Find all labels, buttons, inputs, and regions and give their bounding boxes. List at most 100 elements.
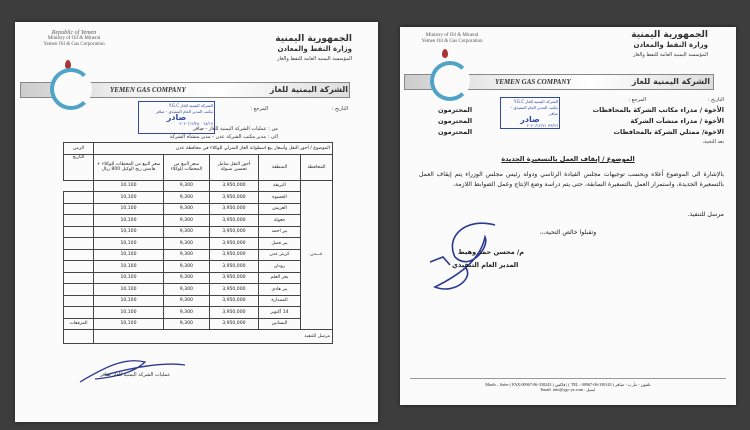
transport-cell: 3,950,000: [208, 237, 260, 250]
ref-label: المرجع :: [628, 97, 646, 103]
ref-label: المرجع :: [250, 106, 268, 112]
governorate-cell: عـــدن: [300, 179, 333, 330]
station-price-cell: 9,300: [163, 237, 210, 250]
area-cell: 14 أكتوبر: [258, 306, 301, 319]
stop-pricing-letter-page: Ministry of Oil & Mineral Yemen Oil & Gas…: [400, 27, 736, 405]
agent-price-cell: 10,100: [93, 179, 164, 192]
agent-price-cell: 10,100: [93, 248, 164, 261]
time-header: الزمن: [63, 142, 94, 155]
agent-price-cell: 10,100: [93, 237, 164, 250]
transport-cell: 3,950,000: [208, 179, 260, 192]
area-cell: البساتين: [258, 317, 301, 330]
company-name-ar: الشركة اليمنية للغاز: [269, 85, 348, 94]
agent-price-cell: 10,100: [93, 214, 164, 227]
station-price-cell: 9,300: [163, 306, 210, 319]
honorifics: المحترمون المحترمون المحترمون: [438, 106, 473, 136]
table-row: بير احمد 3,950,000 9,300 10,100: [63, 225, 333, 238]
table-row: الحسوة 3,950,000 9,300 10,100: [63, 191, 333, 204]
table-row: كريتر عدن 3,950,000 9,300 10,100: [63, 248, 333, 261]
signer-name: م/ محسن حمد وهيط: [458, 248, 525, 256]
letterhead-ar: الجمهورية اليمنية وزارة النفط والمعادن ا…: [275, 34, 352, 62]
transport-cell: 3,950,000: [208, 260, 260, 273]
transport-cell: 3,950,000: [208, 283, 260, 296]
table-row: بحر العلم 3,950,000 9,300 10,100: [63, 271, 333, 284]
table-subject: الموضوع / أجور النقل وأسعار بيع اسطوانة …: [93, 142, 333, 155]
agent-price-cell: 10,100: [93, 294, 164, 307]
closing: وتقبلوا خالص التحية،،،: [539, 229, 597, 236]
area-cell: العريش: [258, 202, 301, 215]
table-row: جعولة 3,950,000 9,300 10,100: [63, 214, 333, 227]
table-row: العريش 3,950,000 9,300 10,100: [63, 202, 333, 215]
transport-cell: 3,950,000: [208, 317, 260, 330]
table-row: 14 أكتوبر 3,950,000 9,300 10,100: [63, 306, 333, 319]
company-banner: [20, 82, 350, 98]
agent-price-cell: 10,100: [93, 283, 164, 296]
date-label: التاريخ :: [707, 97, 724, 103]
station-price-cell: 9,300: [163, 248, 210, 261]
transport-cell: 3,950,000: [208, 248, 260, 261]
letter-body: بالإشارة الى الموضوع أعلاه وبحسب توجيهات…: [419, 171, 724, 188]
area-cell: بير احمد: [258, 225, 301, 238]
station-price-cell: 9,300: [163, 202, 210, 215]
station-price-cell: 9,300: [163, 317, 210, 330]
col-governorate: المحافظة: [300, 153, 333, 181]
col-transport: أجور النقل شامل تحسين شيولة: [208, 153, 260, 181]
station-price-cell: 9,300: [163, 283, 210, 296]
flame-icon: [442, 49, 448, 58]
table-row: عـــدن البريقة 3,950,000 9,300 10,100: [64, 179, 333, 330]
note: مرسل للتنفيذ.: [687, 211, 724, 218]
agent-price-cell: 10,100: [93, 202, 164, 215]
table-row: بير فضل 3,950,000 9,300 10,100: [63, 237, 333, 250]
outgoing-stamp: الشركة اليمنية للغاز Y.G.C مكتب المدير ال…: [138, 101, 215, 134]
subject: الموضوع / إيقاف العمل بالتسعيرة الجديدة: [501, 155, 635, 163]
agent-price-cell: 10,100: [93, 225, 164, 238]
area-cell: كريتر عدن: [258, 248, 301, 261]
station-price-cell: 9,300: [163, 225, 210, 238]
footer-divider: [410, 378, 726, 379]
ygc-logo-icon: [50, 68, 92, 110]
transport-cell: 3,950,000: [208, 225, 260, 238]
attachments-label: المرفقات: [63, 317, 94, 330]
station-price-cell: 9,300: [163, 179, 210, 192]
agent-price-cell: 10,100: [93, 317, 164, 330]
letterhead-en: Ministry of Oil & Mineral Yemen Oil & Gas…: [421, 33, 483, 44]
table-row: البساتين 3,950,000 9,300 10,100 المرفقات: [63, 317, 333, 330]
table-row: رودان 3,950,000 9,300 10,100: [63, 260, 333, 273]
col-area: المنطقة: [258, 153, 301, 181]
area-cell: البريقة: [258, 179, 301, 192]
col-agent-price: سعر البيع من المحطات للوكلاء + هامش ربح …: [93, 153, 164, 181]
area-cell: بير هادي: [258, 283, 301, 296]
footer: Marib – Safer ( FAX:00967-06-330243 ) فا…: [485, 382, 651, 392]
transport-cell: 3,950,000: [208, 202, 260, 215]
area-cell: جعولة: [258, 214, 301, 227]
area-cell: الممدارة: [258, 294, 301, 307]
date-side-label: التاريخ: [63, 153, 94, 181]
date-label: التاريخ :: [331, 106, 348, 112]
flame-icon: [65, 60, 71, 69]
signature-icon: [429, 222, 496, 290]
station-price-cell: 9,300: [163, 294, 210, 307]
transport-cell: 3,950,000: [208, 191, 260, 204]
station-price-cell: 9,300: [163, 260, 210, 273]
addressees: الأخوة / مدراء مكاتب الشركة بالمحافظات ال…: [592, 106, 724, 136]
outgoing-stamp: الشركة اليمنية للغاز Y.G.C مكتب المدير ال…: [500, 97, 560, 129]
transport-cell: 3,950,000: [208, 294, 260, 307]
signer-title: المدير العام التنفيذي: [452, 261, 519, 269]
agent-price-cell: 10,100: [93, 260, 164, 273]
transport-cell: 3,950,000: [208, 306, 260, 319]
transport-cell: 3,950,000: [208, 214, 260, 227]
area-cell: رودان: [258, 260, 301, 273]
company-name-ar: الشركة اليمنية للغاز: [631, 77, 710, 86]
note: مرسل للتنفيذ: [93, 329, 333, 344]
to-line: الى : مدير مكتب الشركة عدن - مدير منشأة …: [169, 134, 278, 140]
col-station-price: سعر البيع من المحطات للوكلاء: [163, 153, 210, 181]
area-cell: بير فضل: [258, 237, 301, 250]
greeting: بعد التحية،: [702, 139, 724, 145]
transport-cell: 3,950,000: [208, 271, 260, 284]
agent-price-cell: 10,100: [93, 306, 164, 319]
ygc-logo-icon: [430, 61, 470, 101]
signoff: عمليات الشركة اليمنية للغاز صافر: [100, 372, 171, 378]
company-banner: [404, 74, 714, 90]
agent-price-cell: 10,100: [93, 271, 164, 284]
letterhead-en: Republic of Yemen Ministry of Oil & Mine…: [43, 30, 105, 47]
